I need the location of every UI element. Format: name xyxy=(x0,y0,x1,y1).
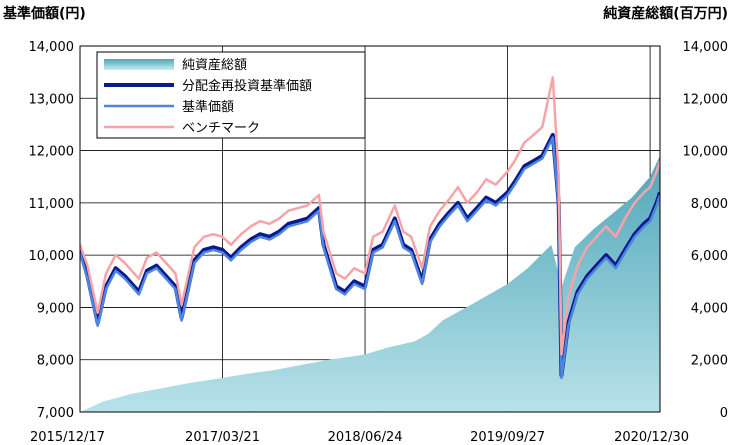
left-tick-label: 11,000 xyxy=(29,197,75,212)
legend-label-benchmark: ベンチマーク xyxy=(182,121,260,136)
legend-label-nav: 純資産総額 xyxy=(182,57,247,73)
legend-swatch-nav xyxy=(104,59,174,70)
left-tick-label: 14,000 xyxy=(29,40,75,55)
x-tick-label: 2018/06/24 xyxy=(328,430,403,445)
right-tick-label: 14,000 xyxy=(683,40,729,55)
series-line-2 xyxy=(80,136,660,380)
x-axis-ticks: 2015/12/17 2017/03/21 2018/06/24 2019/09/27… xyxy=(30,430,689,445)
right-axis-ticks: 0 2,000 4,000 6,000 8,000 10,000 12,000 14,000 xyxy=(683,40,729,421)
left-tick-label: 10,000 xyxy=(29,249,75,264)
x-tick-label: 2015/12/17 xyxy=(30,430,105,445)
right-tick-label: 4,000 xyxy=(691,301,728,316)
left-axis-ticks: 7,000 8,000 9,000 10,000 11,000 12,000 13,000 1… xyxy=(29,40,75,421)
right-tick-label: 10,000 xyxy=(683,145,729,160)
left-tick-label: 7,000 xyxy=(37,406,74,421)
right-tick-label: 2,000 xyxy=(691,354,728,369)
right-tick-label: 6,000 xyxy=(691,249,728,264)
x-tick-label: 2020/12/30 xyxy=(614,430,689,445)
plot-frame xyxy=(79,45,661,413)
legend-label-reinvest: 分配金再投資基準価額 xyxy=(182,78,312,94)
left-tick-label: 9,000 xyxy=(37,301,74,316)
x-tick-label: 2019/09/27 xyxy=(470,430,545,445)
legend: 純資産総額 分配金再投資基準価額 基準価額 ベンチマーク xyxy=(96,51,366,139)
series-layer xyxy=(80,76,660,412)
right-tick-label: 8,000 xyxy=(691,197,728,212)
right-tick-label: 0 xyxy=(720,406,728,421)
right-tick-label: 12,000 xyxy=(683,92,729,107)
left-tick-label: 13,000 xyxy=(29,92,75,107)
legend-label-base-price: 基準価額 xyxy=(182,99,234,115)
left-tick-label: 8,000 xyxy=(37,354,74,369)
right-axis-title: 純資産総額(百万円) xyxy=(603,5,728,22)
series-line-3 xyxy=(80,76,660,356)
x-tick-label: 2017/03/21 xyxy=(185,430,260,445)
left-tick-label: 12,000 xyxy=(29,145,75,160)
series-area-net-assets xyxy=(80,155,660,412)
left-axis-title: 基準価額(円) xyxy=(3,5,86,22)
